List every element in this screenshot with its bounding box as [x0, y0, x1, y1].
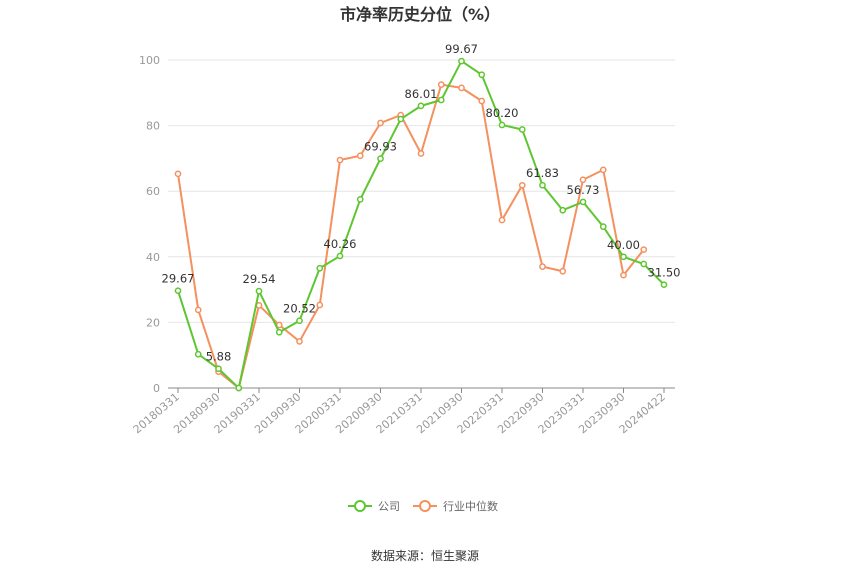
data-label: 31.50 [648, 266, 681, 280]
data-point [599, 166, 607, 174]
data-point [620, 253, 627, 261]
data-point [518, 181, 526, 189]
data-label: 29.67 [162, 272, 195, 286]
data-point [377, 155, 384, 162]
y-tick-label: 100 [139, 54, 160, 67]
data-point [458, 57, 465, 65]
data-point [356, 152, 364, 160]
data-point [296, 317, 303, 325]
chart-title: 市净率历史分位（%） [340, 5, 500, 24]
data-point [660, 281, 668, 289]
data-point [579, 176, 587, 184]
data-point [194, 306, 202, 314]
data-label: 86.01 [405, 87, 438, 101]
y-tick-label: 60 [146, 185, 160, 198]
data-point [437, 81, 445, 88]
data-point [498, 121, 506, 129]
legend[interactable]: 公司 行业中位数 [348, 499, 498, 513]
data-point [336, 252, 344, 260]
legend-label: 行业中位数 [443, 499, 498, 513]
data-point [417, 150, 425, 157]
data-point [275, 328, 283, 336]
series-lines [174, 57, 668, 392]
data-label: 99.67 [445, 42, 478, 56]
data-label: 5.88 [206, 350, 232, 364]
y-tick-label: 0 [153, 382, 160, 395]
data-point [539, 181, 546, 189]
data-point [255, 287, 263, 295]
data-point [640, 246, 648, 253]
data-point [174, 287, 182, 295]
data-labels: 29.67 5.88 29.54 20.52 40.26 69.93 86.01 99.67 8… [162, 42, 681, 364]
data-point [579, 198, 587, 206]
legend-marker [354, 500, 366, 512]
data-point [498, 216, 506, 224]
data-label: 69.93 [364, 140, 397, 154]
grid-lines [168, 59, 675, 323]
data-point [174, 170, 182, 178]
data-point [518, 126, 526, 133]
data-label: 61.83 [526, 166, 559, 180]
legend-item[interactable]: 公司 [348, 500, 400, 513]
data-point [559, 267, 567, 275]
series-line [177, 83, 645, 389]
data-point [397, 115, 405, 123]
data-point [478, 97, 486, 105]
data-label: 56.73 [567, 183, 600, 197]
data-point [417, 102, 425, 110]
data-point [458, 84, 465, 92]
data-point [215, 365, 222, 373]
data-label: 40.26 [324, 237, 357, 251]
data-point [194, 350, 202, 358]
data-label: 20.52 [283, 302, 316, 316]
data-point [296, 338, 303, 345]
data-point [377, 119, 384, 127]
data-point [437, 96, 445, 104]
x-axis-ticks: 2018033120180930201903312019093020200331… [131, 388, 668, 436]
y-tick-label: 20 [146, 316, 160, 329]
data-point [235, 384, 243, 392]
data-point [336, 156, 344, 164]
data-label: 29.54 [243, 272, 276, 286]
legend-label: 公司 [378, 500, 400, 513]
data-label: 80.20 [486, 106, 519, 120]
data-source: 数据来源：恒生聚源 [371, 548, 479, 563]
data-point [620, 271, 627, 279]
y-tick-label: 80 [146, 120, 160, 133]
y-tick-label: 40 [146, 251, 160, 264]
data-point [316, 264, 324, 272]
data-point [640, 260, 648, 268]
data-point [478, 71, 486, 79]
data-point [316, 301, 324, 309]
data-point [539, 263, 546, 270]
data-point [599, 223, 607, 230]
y-axis-ticks: 0 20 40 60 80 100 [139, 54, 160, 395]
data-label: 40.00 [607, 238, 640, 252]
legend-item[interactable]: 行业中位数 [413, 499, 498, 513]
data-point [356, 196, 364, 203]
data-point [559, 206, 567, 214]
legend-marker [419, 500, 431, 512]
